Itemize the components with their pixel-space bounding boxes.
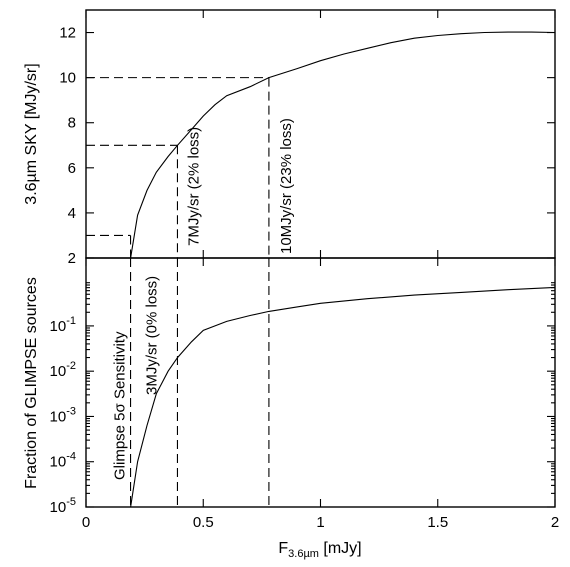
guide-label-7mjy: 7MJy/sr (2% loss) (185, 127, 202, 246)
bottom-y-axis-ticks (86, 282, 555, 508)
x-tick-label-0: 0 (82, 514, 90, 531)
x-tick-label-3: 1.5 (427, 514, 448, 531)
top-y-tick-label-3: 8 (68, 115, 76, 132)
x-axis-ticks (85, 10, 556, 507)
guide-label-3mjy: 3MJy/sr (0% loss) (144, 276, 161, 395)
bottom-y-axis-tick-labels: 10-5 10-4 10-3 10-2 10-1 (50, 315, 76, 516)
top-y-tick-label-4: 10 (59, 70, 76, 87)
guide-label-10mjy: 10MJy/sr (23% loss) (278, 118, 295, 254)
top-guide-lines (86, 77, 270, 258)
top-y-axis-tick-labels: 2 4 6 8 10 12 (59, 25, 76, 267)
top-y-axis-title: 3.6µm SKY [MJy/sr] (23, 63, 40, 204)
bottom-y-tick-label-2: 10-3 (50, 405, 76, 425)
top-panel-frame (85, 9, 556, 259)
x-tick-label-1: 0.5 (193, 514, 214, 531)
top-y-tick-label-1: 4 (68, 205, 76, 222)
x-tick-label-2: 1 (316, 514, 324, 531)
bottom-y-tick-label-1: 10-4 (50, 451, 76, 471)
source-fraction-curve (130, 286, 556, 508)
bottom-y-tick-label-3: 10-2 (50, 360, 76, 380)
sky-vs-flux-curve (130, 31, 556, 259)
top-y-tick-label-5: 12 (59, 25, 76, 42)
sensitivity-label: Glimpse 5σ Sensitivity (112, 331, 129, 480)
bottom-y-tick-label-4: 10-1 (50, 315, 76, 335)
top-y-tick-label-0: 2 (68, 250, 76, 267)
x-axis-title: F3.6µm [mJy] (278, 540, 361, 560)
bottom-y-axis-title: Fraction of GLIMPSE sources (23, 277, 40, 489)
x-axis-tick-labels: 0 0.5 1 1.5 2 (82, 514, 559, 531)
top-y-tick-label-2: 6 (68, 160, 76, 177)
bottom-y-tick-label-0: 10-5 (50, 496, 76, 516)
x-tick-label-4: 2 (551, 514, 559, 531)
